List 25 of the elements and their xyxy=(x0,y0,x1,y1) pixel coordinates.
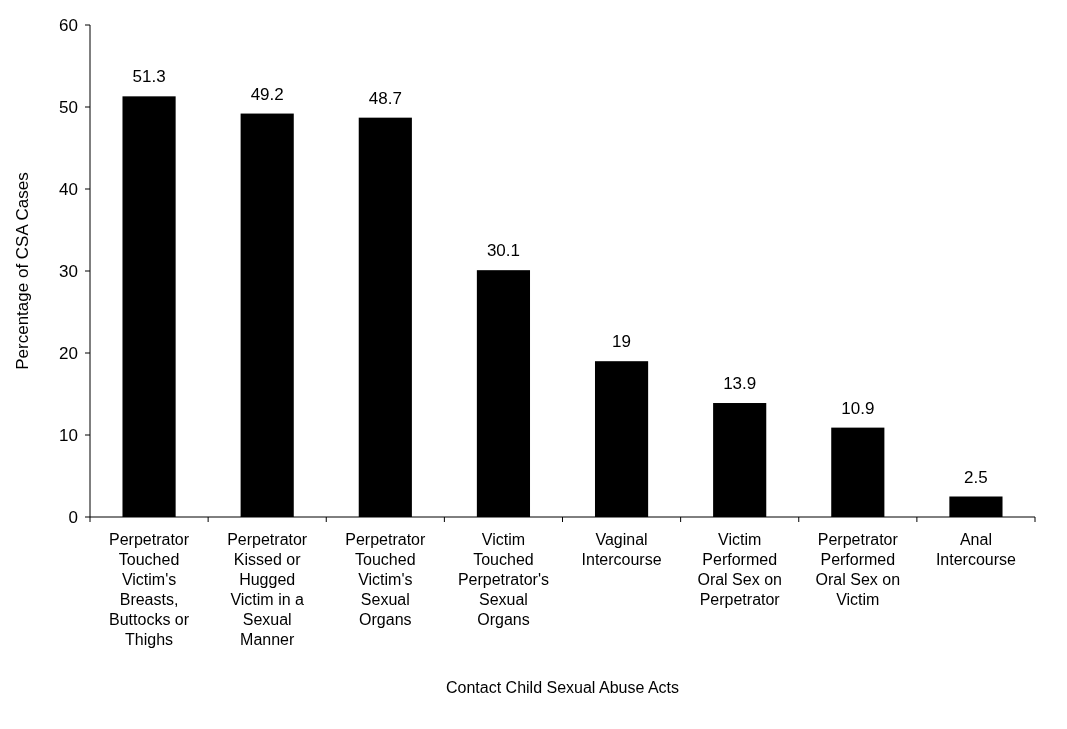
y-tick-label: 20 xyxy=(59,343,78,363)
y-tick-label: 30 xyxy=(59,261,78,281)
x-tick-label: Perpetrator Touched Victim's Sexual Organs xyxy=(345,531,426,628)
y-tick-label: 10 xyxy=(59,425,78,445)
x-tick-label: Anal Intercourse xyxy=(935,531,1017,568)
data-label: 13.9 xyxy=(723,374,757,394)
x-tick-label: Perpetrator Kissed or Hugged Victim in a Sexual Manner xyxy=(227,531,308,648)
x-tick-label: Perpetrator Touched Victim's Breasts, Buttocks or Thighs xyxy=(109,531,190,648)
data-label: 19 xyxy=(612,332,632,352)
data-label: 51.3 xyxy=(132,67,166,87)
x-axis-title: Contact Child Sexual Abuse Acts xyxy=(445,679,680,696)
x-tick-label: Victim Touched Perpetrator's Sexual Organs xyxy=(457,531,549,628)
y-tick-label: 60 xyxy=(59,15,78,35)
data-label: 48.7 xyxy=(368,88,402,108)
data-label: 30.1 xyxy=(486,241,520,261)
data-label: 2.5 xyxy=(964,467,988,487)
y-tick-label: 50 xyxy=(59,97,78,117)
data-label: 49.2 xyxy=(250,84,284,104)
y-tick-label: 0 xyxy=(68,507,78,527)
y-axis-title: Percentage of CSA Cases xyxy=(13,172,32,370)
data-label: 10.9 xyxy=(841,398,875,418)
x-tick-label: Perpetrator Performed Oral Sex on Victim xyxy=(815,531,901,608)
y-tick-label: 40 xyxy=(59,179,78,199)
x-tick-label: Victim Performed Oral Sex on Perpetrator xyxy=(697,531,782,608)
x-tick-label: Vaginal Intercourse xyxy=(581,531,662,568)
